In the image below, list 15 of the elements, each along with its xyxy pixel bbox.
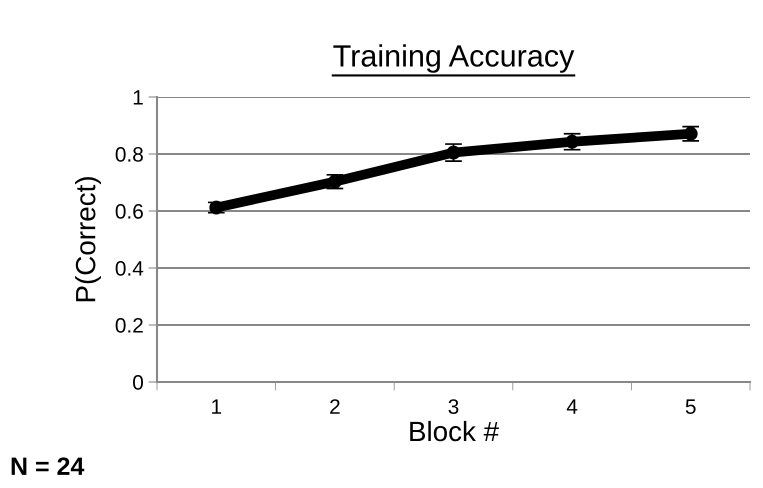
y-tick-label: 0.4 xyxy=(116,261,144,276)
y-axis-title: P(Correct) xyxy=(75,177,101,302)
y-tick-label: 0.2 xyxy=(116,318,143,333)
x-tick-label: 3 xyxy=(448,399,458,414)
text: N = 24 xyxy=(12,457,84,475)
x-tick-label: 2 xyxy=(330,399,340,414)
x-tick-label: 5 xyxy=(686,399,696,414)
y-tick-label: 0 xyxy=(133,375,143,390)
x-tick-label: 1 xyxy=(212,399,222,414)
x-axis-title: Block # xyxy=(410,420,499,442)
chart-title: Training Accuracy xyxy=(333,44,574,73)
y-tick-label: 0.6 xyxy=(116,204,143,219)
y-tick-label: 1 xyxy=(134,90,143,105)
y-tick-label: 0.8 xyxy=(116,147,143,162)
x-tick-label: 4 xyxy=(566,399,578,414)
